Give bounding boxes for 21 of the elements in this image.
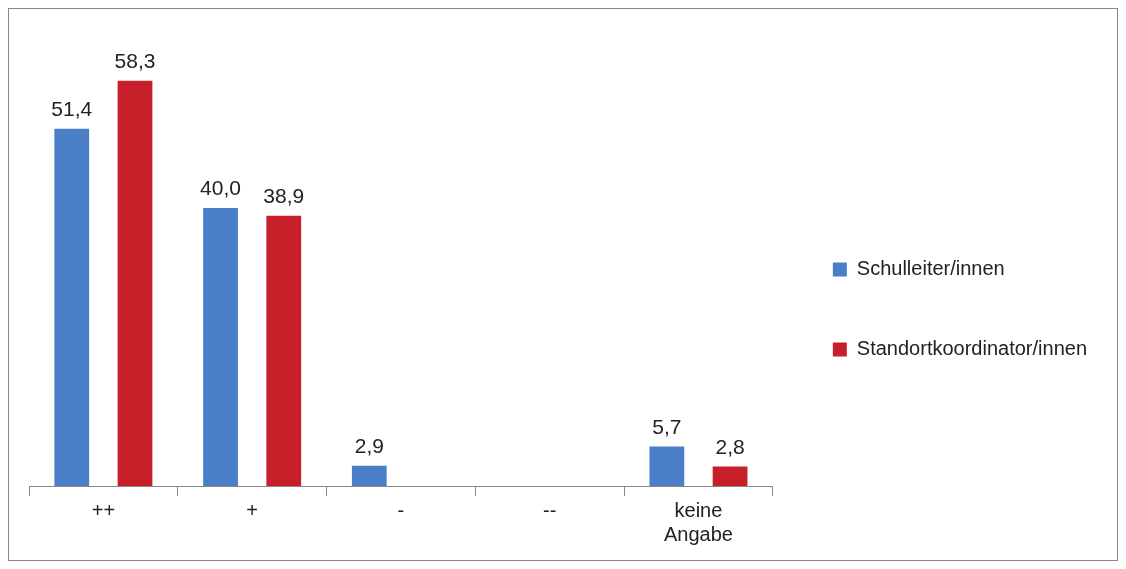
bar	[117, 80, 153, 486]
data-label: 38,9	[263, 183, 305, 207]
bar	[649, 446, 685, 486]
data-label: 5,7	[652, 414, 682, 438]
bar	[203, 208, 238, 486]
x-tick-label: -	[397, 498, 405, 521]
data-label: 2,9	[354, 434, 384, 458]
bar	[54, 128, 90, 486]
bar	[351, 465, 387, 486]
data-label: 40,0	[200, 176, 241, 200]
x-tick-label: +	[246, 498, 258, 521]
legend-label: Schulleiter/innen	[856, 257, 1005, 280]
bar	[266, 215, 302, 486]
x-tick-label: --	[543, 498, 557, 521]
data-label: 58,3	[114, 49, 156, 73]
x-tick-label: keine Angabe	[663, 498, 733, 545]
data-label: 2,8	[715, 434, 745, 458]
legend-label: Standortkoordinator/innen	[856, 337, 1087, 360]
x-tick-label: ++	[91, 498, 116, 521]
bar	[712, 466, 748, 486]
data-label: 51,4	[51, 97, 93, 121]
